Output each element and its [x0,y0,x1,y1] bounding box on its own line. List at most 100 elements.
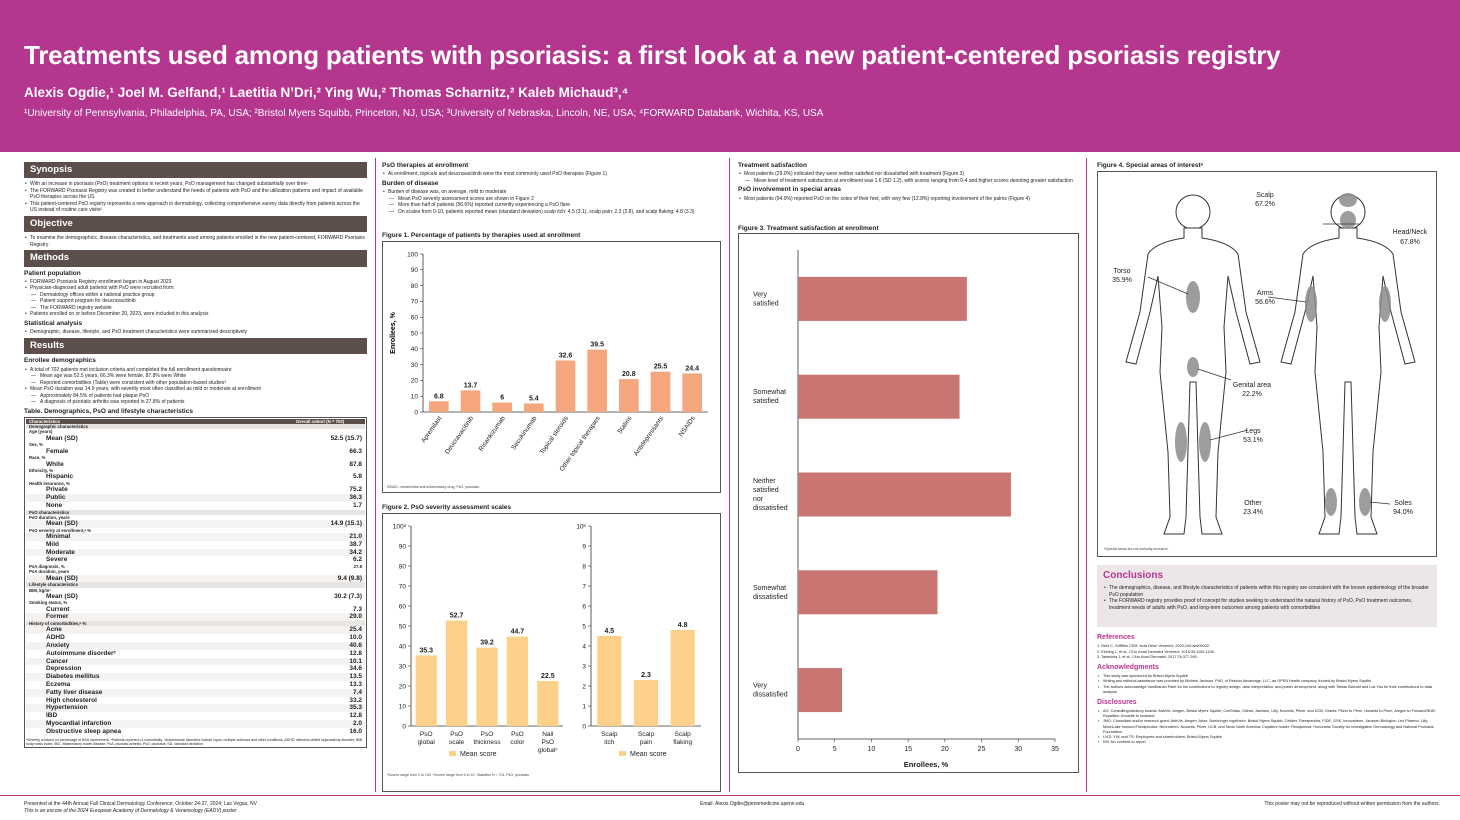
bar [798,570,938,615]
figure2-chart: 0102030405060708090100ᵃ35.3PsOglobal52.7… [387,523,701,777]
table-cell-label: Ethnicity, % [29,468,54,474]
x-tick-label: 0 [796,746,800,753]
column-3: Treatment satisfaction Most patients (29… [738,160,1078,202]
population-title: Patient population [24,269,81,277]
table-cell-label: Myocardial infarction [46,719,112,727]
bar [633,680,659,726]
table-cell-label: Eczema [46,680,71,688]
table-row: History of comorbidities,ᵇ % [26,621,365,627]
table-cell-value: 5.8 [352,473,362,481]
acknowledgment-item: This study was sponsored by Bristol Myer… [1097,674,1437,679]
bar [682,373,702,412]
table-row: Ethnicity, % [26,468,365,473]
table-cell-label: Diabetes mellitus [46,673,100,681]
bar [506,636,529,726]
soles-value: 94.0% [1393,509,1413,516]
column-divider [1086,158,1087,792]
involvement-title: PsO involvement in special areas [738,186,841,194]
table-cell-label: Private [46,486,68,494]
other-label: Other [1244,500,1262,507]
methods-subbullet: Patient support program for deucravaciti… [24,298,367,305]
legs-label: Legs [1245,428,1261,435]
category-label: PsO [450,731,463,738]
y-tick-label: 7 [582,583,586,590]
satisfaction-title: Treatment satisfaction [738,162,807,169]
y-tick-label: 70 [399,583,407,590]
table-cell-label: Moderate [46,548,75,556]
results-subbullet: Approximately 84.5% of patients had plaq… [24,393,367,400]
category-label: pain [640,739,653,746]
footer-encore: This is an encore of the 2024 European A… [24,808,237,814]
y-tick-label: 30 [399,663,407,670]
x-tick-label: 20 [941,746,949,753]
table-cell-value: 35.3 [349,704,362,712]
burden-subbullet: More than half of patients (56.6%) repor… [382,202,722,209]
data-label: 39.2 [480,640,494,647]
arm-marker [1305,286,1317,322]
bar [537,681,559,726]
synopsis-heading: Synopsis [24,162,367,179]
methods-heading: Methods [24,250,367,267]
column-divider [375,158,376,792]
table-cell-value: 75.2 [349,486,362,494]
leg-marker [1175,422,1187,462]
y-tick-label: 40 [399,643,407,650]
table-row: Cancer 10.1 [26,657,365,666]
data-label: 32.6 [559,352,573,359]
methods-bullet: Patients enrolled on or before December … [24,311,367,318]
y-tick-label: 60 [399,603,407,610]
table-row: Health insurance, % [26,481,365,486]
conclusions-heading: Conclusions [1103,570,1164,581]
table-row: Mean (SD) 14.9 (15.1) [26,520,365,528]
table-cell-label: Acne [46,626,62,634]
bar [798,668,843,713]
footer-email[interactable]: Email: Alexis.Ogdie@pennmedicine.upenn.e… [700,801,805,807]
y-tick-label: 80 [399,563,407,570]
category-label: Risankizumab [478,415,507,453]
bar [460,390,481,412]
data-label: 2.3 [641,672,651,679]
table-cell-label: Current [46,605,70,613]
table-cell-label: Race, % [29,455,46,461]
arms-value: 56.6% [1255,299,1275,306]
table-row: Lifestyle characteristics [26,582,365,588]
y-tick-label: 9 [582,543,586,550]
y-tick-label: 100 [407,251,418,258]
objective-heading: Objective [24,215,367,233]
figure1-chart: 0 10 20 30 40 50 60 70 80 90 100 6.8 Apremilast 13.7 D… [387,251,708,489]
table-cell-value: 13.3 [349,680,362,688]
data-label: 4.5 [604,628,614,635]
figure4-frame: Scalp 67.2% Head/Neck 67.8% Torso 35.9% … [1097,171,1437,557]
category-label: Scalp [675,731,692,738]
figure3-chart: 0 5 10 15 20 25 30 35 Enrollees, % Very satisfied S… [753,250,1059,769]
table-cell-label: IBD [46,712,58,720]
table-cell-label: High cholesterol [46,696,97,704]
footer-copyright: This poster may not be reproduced withou… [1264,801,1440,807]
y-tick-label: 1 [582,703,586,710]
category-label: Very dissatisfied [753,683,788,699]
table-row: Severe 6.2 [26,556,365,564]
y-tick-label: 10ᵇ [576,523,586,530]
table-cell-value [275,424,365,430]
table-cell-label: Cancer [46,657,69,665]
figure1-footnote: NSAID, nonsteroidal anti-inflammatory dr… [387,485,480,489]
table-row: Age (years) [26,429,365,434]
category-label: Scalp [638,731,655,738]
table-row: Demographic characteristics [26,424,365,430]
table-cell-label: BMI, kg/m² [29,587,51,593]
conclusion-bullet: The FORWARD registry provides proof of c… [1103,598,1431,611]
table-cell-label: Hispanic [46,473,74,481]
x-tick-label: 5 [833,746,837,753]
table-row: Fatty liver disease 7.4 [26,688,365,697]
y-tick-label: 2 [582,683,586,690]
sole-marker [1325,488,1337,516]
table-cell-label: Age (years) [29,429,53,435]
front-body-figure [1125,194,1261,535]
table-cell-label: Autoimmune disorderᶜ [46,649,117,657]
y-tick-label: 0 [414,409,418,416]
table-cell-value: 40.6 [349,641,362,649]
table-cell-label: Public [46,494,66,502]
table-title: Table. Demographics, PsO and lifestyle c… [24,407,193,415]
disclosure-item: KM: No conflicts to report [1097,740,1437,745]
satisfaction-bullet: Most patients (29.0%) indicated they wer… [738,171,1078,178]
